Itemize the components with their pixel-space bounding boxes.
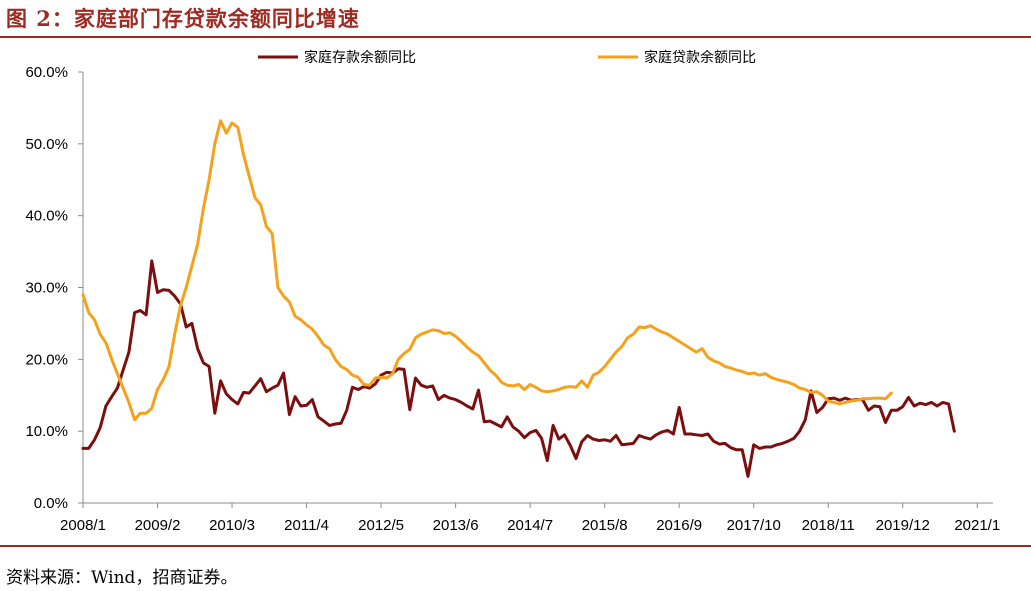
title-divider xyxy=(0,36,1031,38)
y-tick-label: 60.0% xyxy=(25,64,68,81)
x-tick-label: 2019/12 xyxy=(876,517,930,534)
x-tick-label: 2008/1 xyxy=(60,517,106,534)
x-tick-label: 2017/10 xyxy=(727,517,781,534)
chart-axes: 0.0% 10.0% 20.0% 30.0% 40.0% 50.0% 60.0% 2008/1… xyxy=(25,64,1000,534)
line-chart: 0.0% 10.0% 20.0% 30.0% 40.0% 50.0% 60.0% 2008/1… xyxy=(25,49,1000,534)
x-tick-label: 2016/9 xyxy=(656,517,702,534)
x-tick-label: 2012/5 xyxy=(358,517,404,534)
y-tick-label: 20.0% xyxy=(25,351,68,368)
y-tick-label: 10.0% xyxy=(25,423,68,440)
x-tick-label: 2018/11 xyxy=(802,517,855,534)
x-tick-label: 2013/6 xyxy=(433,517,479,534)
deposit-growth-line xyxy=(81,259,956,478)
x-tick-label: 2009/2 xyxy=(135,517,181,534)
footer-divider xyxy=(0,545,1031,547)
x-tick-label: 2015/8 xyxy=(582,517,628,534)
chart-legend: 家庭存款余额同比 家庭贷款余额同比 xyxy=(258,49,756,66)
y-tick-label: 50.0% xyxy=(25,136,68,153)
y-tick-label: 40.0% xyxy=(25,208,68,225)
x-tick-label: 2011/4 xyxy=(284,517,329,534)
y-tick-label: 30.0% xyxy=(25,280,68,297)
loan-growth-line xyxy=(81,119,893,422)
x-tick-label: 2014/7 xyxy=(507,517,553,534)
chart-lines xyxy=(81,119,956,478)
x-tick-label: 2021/1 xyxy=(954,517,1000,534)
legend-label: 家庭贷款余额同比 xyxy=(644,49,756,66)
x-tick-label: 2010/3 xyxy=(209,517,255,534)
source-note: 资料来源：Wind，招商证券。 xyxy=(6,568,238,588)
figure-title: 图 2：家庭部门存贷款余额同比增速 xyxy=(6,6,360,31)
y-tick-label: 0.0% xyxy=(34,495,68,512)
legend-label: 家庭存款余额同比 xyxy=(304,49,416,66)
